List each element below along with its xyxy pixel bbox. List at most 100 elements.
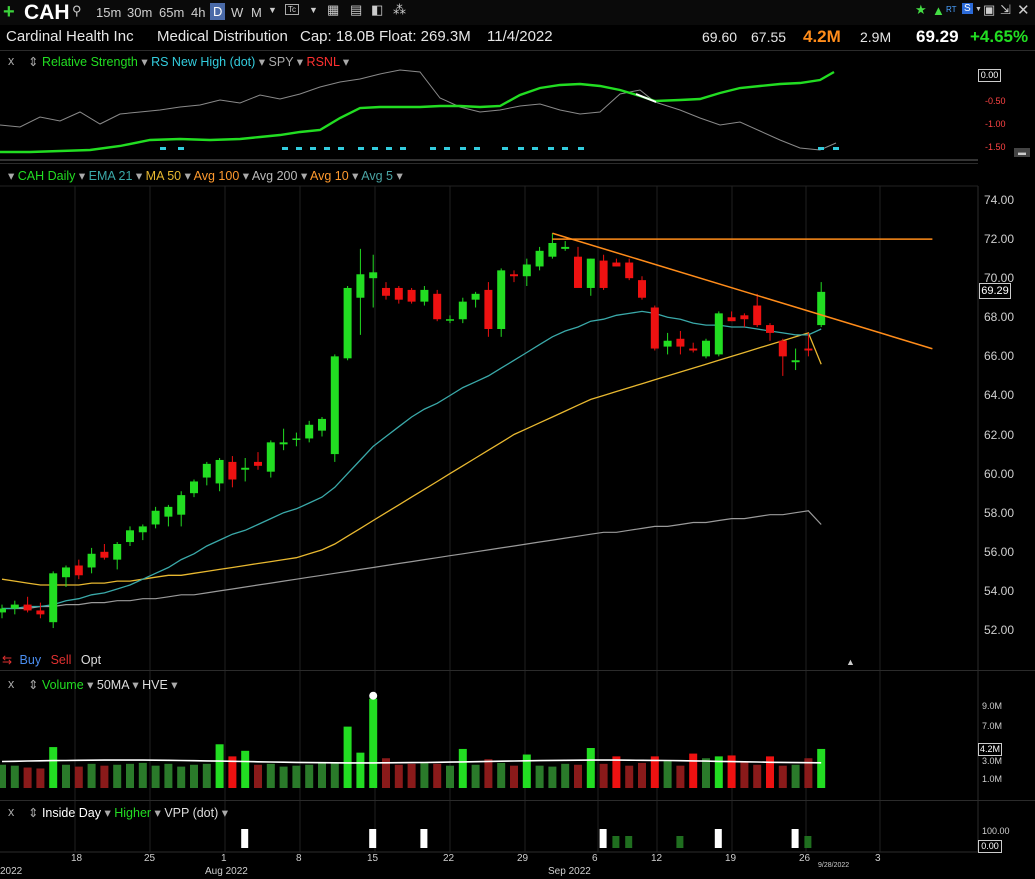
volume-bar: [36, 768, 45, 788]
event-panel-close[interactable]: x: [8, 805, 15, 819]
save-icon[interactable]: ▣: [983, 2, 996, 17]
legend-rsnl[interactable]: RSNL: [306, 55, 340, 69]
legend-higher[interactable]: Higher: [114, 806, 152, 820]
close-icon[interactable]: ✕: [1017, 2, 1030, 19]
legend-avg10[interactable]: Avg 10: [310, 169, 349, 183]
volume-bar: [74, 766, 83, 788]
add-symbol-icon[interactable]: +: [3, 1, 15, 23]
opt-button[interactable]: Opt: [80, 653, 102, 667]
volume-bar: [650, 756, 659, 788]
interval-4h[interactable]: 4h: [191, 5, 206, 20]
legend-rs-new-high[interactable]: RS New High (dot): [151, 55, 256, 69]
realtime-icon[interactable]: RT: [946, 5, 957, 14]
rs-legend: ⇕ Relative Strength ▾ RS New High (dot) …: [28, 55, 350, 69]
candle-body: [292, 438, 301, 440]
volume-bar: [586, 748, 595, 788]
legend-avg200[interactable]: Avg 200: [251, 169, 298, 183]
volume-bar: [87, 763, 96, 788]
rs-scroll-handle[interactable]: ▬: [1014, 148, 1030, 157]
sell-button[interactable]: Sell: [50, 653, 72, 667]
x-tick: 26: [799, 853, 811, 864]
rs-new-high-dot: [324, 147, 330, 150]
candle-body: [778, 340, 787, 357]
candle-body: [753, 305, 762, 326]
interval-30m[interactable]: 30m: [127, 5, 153, 20]
volume-panel-close[interactable]: x: [8, 677, 15, 691]
candle-body: [561, 246, 570, 249]
day-volume: 4.2M: [803, 27, 841, 46]
calculator-icon[interactable]: ▦: [327, 2, 340, 17]
x-axis: 18 25 1 8 15 22 29 6 12 19 26 3 2022 Aug…: [0, 852, 978, 879]
inside-day-marker: [714, 829, 722, 848]
volume-bar: [126, 763, 134, 788]
divider: [0, 50, 1035, 51]
interval-15m[interactable]: 15m: [96, 5, 122, 20]
volume-bar: [62, 764, 70, 788]
legend-spy[interactable]: SPY: [268, 55, 294, 69]
rs-highlight: [635, 93, 657, 103]
legend-ema21[interactable]: EMA 21: [88, 169, 133, 183]
interval-dropdown-icon[interactable]: ▼: [268, 5, 277, 15]
legend-avg100[interactable]: Avg 100: [193, 169, 240, 183]
legend-relative-strength[interactable]: Relative Strength: [41, 55, 138, 69]
interval-m[interactable]: M: [251, 5, 262, 20]
legend-50ma[interactable]: 50MA: [96, 678, 129, 692]
candle-body: [446, 319, 454, 321]
scroll-up-icon[interactable]: ▲: [846, 657, 855, 667]
candle-body: [791, 360, 800, 363]
candle-body: [215, 459, 224, 484]
expand-icon[interactable]: ⇲: [1000, 2, 1011, 17]
volume-bar: [305, 764, 314, 788]
candle-body: [407, 289, 416, 302]
volume-bar: [753, 764, 762, 788]
rs-panel-close[interactable]: x: [8, 54, 15, 68]
x-tick: 22: [443, 853, 455, 864]
event-tick: 100.00: [982, 826, 1010, 836]
relative-strength-line: [0, 70, 835, 154]
x-tick: 25: [144, 853, 156, 864]
chart-type-icon[interactable]: Tc: [285, 4, 299, 15]
notes-icon[interactable]: ◧: [371, 2, 384, 17]
legend-volume[interactable]: Volume: [41, 678, 84, 692]
candle-body: [497, 270, 506, 329]
event-current-box: 0.00: [978, 840, 1002, 853]
dropdown-icon[interactable]: ▼: [975, 6, 982, 13]
star-icon[interactable]: ★: [915, 2, 927, 17]
s-icon[interactable]: S: [962, 3, 973, 14]
buy-button[interactable]: Buy: [19, 653, 42, 667]
candle-body: [420, 289, 429, 302]
share-icon[interactable]: ⁂: [393, 2, 406, 17]
rs-new-high-dot: [444, 147, 450, 150]
volume-tick: 1.0M: [982, 774, 1003, 784]
ticker-symbol[interactable]: CAH: [24, 1, 70, 24]
trade-icon[interactable]: ⇆: [2, 653, 13, 667]
lookup-icon[interactable]: ⚲: [72, 3, 82, 18]
x-tick: 1: [221, 853, 227, 864]
x-tick: 3: [875, 853, 881, 864]
legend-hve[interactable]: HVE: [142, 678, 168, 692]
volume-bar: [100, 765, 109, 788]
volume-bar: [151, 765, 160, 788]
legend-ma50[interactable]: MA 50: [145, 169, 182, 183]
legend-vpp[interactable]: VPP (dot): [164, 806, 219, 820]
candle-body: [586, 258, 595, 288]
layers-icon[interactable]: ▤: [350, 2, 363, 17]
alert-icon[interactable]: ▲: [932, 3, 945, 18]
interval-65m[interactable]: 65m: [159, 5, 185, 20]
rs-new-high-dot: [578, 147, 584, 150]
legend-cah-daily[interactable]: CAH Daily: [17, 169, 76, 183]
volume-bar: [407, 763, 416, 788]
interval-d[interactable]: D: [210, 3, 226, 20]
candle-body: [702, 340, 710, 357]
settings-dropdown-icon[interactable]: ▼: [309, 5, 318, 15]
percent-change: +4.65%: [970, 27, 1029, 46]
volume-tick: 7.0M: [982, 721, 1003, 731]
candle-body: [817, 291, 826, 326]
candle-body: [87, 553, 96, 568]
legend-inside-day[interactable]: Inside Day: [41, 806, 102, 820]
legend-avg5[interactable]: Avg 5: [361, 169, 393, 183]
interval-w[interactable]: W: [231, 5, 244, 20]
volume-bar: [190, 764, 198, 788]
avg200-line: [2, 510, 822, 610]
